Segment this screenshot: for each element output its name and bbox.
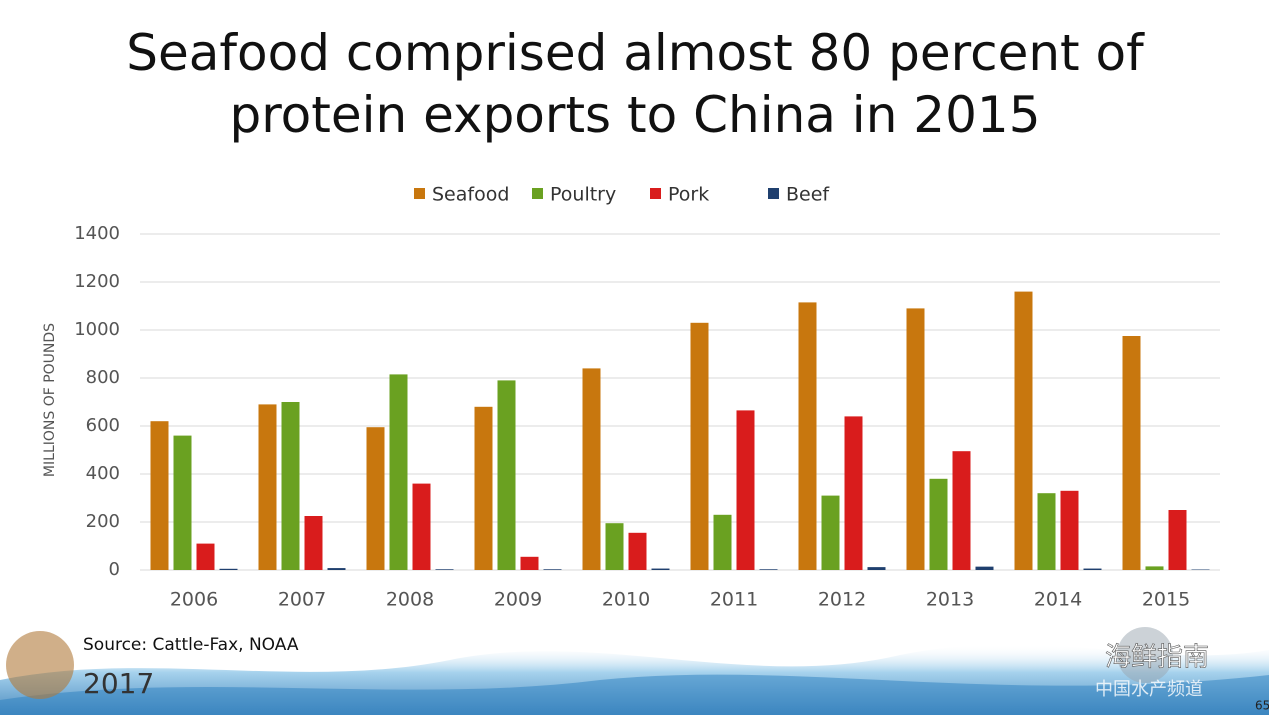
y-tick-label: 200 — [86, 511, 120, 532]
bar — [690, 322, 709, 570]
bar — [759, 569, 778, 570]
y-axis-title: MILLIONS OF POUNDS — [42, 323, 58, 477]
bar — [1122, 336, 1141, 570]
y-tick-label: 0 — [109, 559, 120, 580]
bar — [605, 523, 624, 570]
x-tick-label: 2014 — [1034, 589, 1082, 611]
y-tick-label: 600 — [86, 415, 120, 436]
y-tick-label: 1400 — [74, 223, 120, 244]
bar — [952, 451, 971, 570]
x-tick-label: 2007 — [278, 589, 326, 611]
logo — [1117, 627, 1173, 683]
year: 2017 — [83, 667, 154, 700]
legend-label: Seafood — [432, 184, 509, 206]
page-number: 65 — [1255, 699, 1269, 713]
legend-swatch — [532, 188, 543, 199]
bar — [196, 543, 215, 570]
bar — [582, 368, 601, 570]
bar — [366, 427, 385, 570]
x-tick-label: 2015 — [1142, 589, 1190, 611]
bar — [474, 406, 493, 570]
legend-swatch — [650, 188, 661, 199]
bar — [1168, 510, 1187, 570]
y-tick-label: 400 — [86, 463, 120, 484]
bar — [389, 374, 408, 570]
bar — [1037, 493, 1056, 570]
legend-swatch — [414, 188, 425, 199]
y-tick-label: 800 — [86, 367, 120, 388]
bar — [304, 516, 323, 570]
bar — [798, 302, 817, 570]
logo — [6, 631, 74, 699]
bar — [258, 404, 277, 570]
x-tick-label: 2013 — [926, 589, 974, 611]
legend-label: Beef — [786, 184, 830, 206]
x-tick-label: 2011 — [710, 589, 758, 611]
bar — [1014, 291, 1033, 570]
bar — [1145, 566, 1164, 570]
bar — [219, 568, 238, 570]
y-tick-label: 1200 — [74, 271, 120, 292]
chart-title: Seafood comprised almost 80 percent of p… — [126, 24, 1144, 144]
bar — [150, 421, 169, 570]
bar — [867, 567, 886, 570]
x-tick-label: 2008 — [386, 589, 434, 611]
water-decoration — [0, 674, 1269, 715]
legend-label: Poultry — [550, 184, 616, 206]
source: Source: Cattle-Fax, NOAA — [83, 635, 299, 655]
bar — [173, 435, 192, 570]
bar — [497, 380, 516, 570]
bar — [412, 483, 431, 570]
x-tick-label: 2009 — [494, 589, 542, 611]
bar — [1060, 490, 1079, 570]
bar — [713, 514, 732, 570]
bar — [281, 402, 300, 570]
x-tick-label: 2010 — [602, 589, 650, 611]
bar — [821, 495, 840, 570]
bar — [651, 568, 670, 570]
legend-swatch — [768, 188, 779, 199]
bar — [844, 416, 863, 570]
x-tick-label: 2006 — [170, 589, 218, 611]
bar — [1083, 568, 1102, 570]
watermark: 海鲜指南 — [1105, 643, 1209, 673]
bar — [975, 566, 994, 570]
bar — [906, 308, 925, 570]
bar — [736, 410, 755, 570]
x-tick-label: 2012 — [818, 589, 866, 611]
bar — [435, 569, 454, 570]
legend-label: Pork — [668, 184, 709, 206]
bar — [929, 478, 948, 570]
y-tick-label: 1000 — [74, 319, 120, 340]
bar — [543, 569, 562, 570]
bar — [628, 532, 647, 570]
bar — [327, 568, 346, 570]
bar — [520, 556, 539, 570]
watermark: 中国水产频道 — [1095, 679, 1203, 700]
